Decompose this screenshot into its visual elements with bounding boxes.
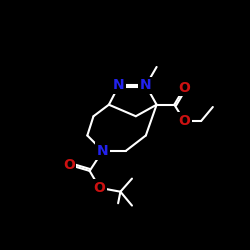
Text: O: O [178,114,190,128]
Text: O: O [94,181,106,195]
Text: O: O [63,158,75,172]
Text: N: N [97,144,108,158]
Text: N: N [113,78,125,92]
Text: O: O [178,81,190,95]
Text: N: N [140,78,152,92]
